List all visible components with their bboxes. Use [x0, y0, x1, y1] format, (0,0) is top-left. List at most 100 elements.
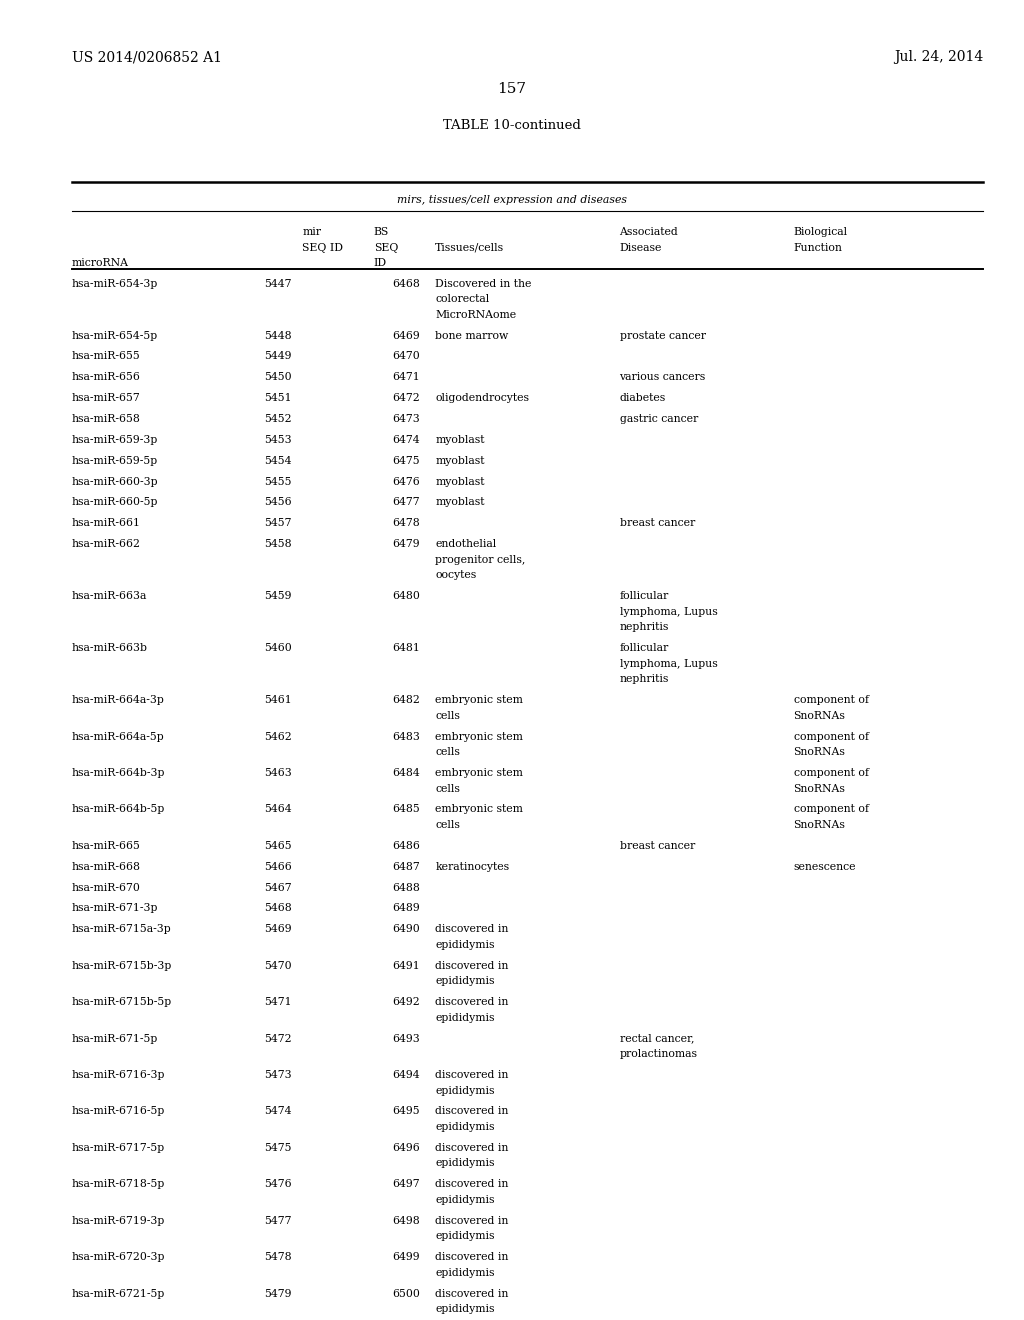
Text: 6479: 6479: [392, 539, 420, 549]
Text: 5452: 5452: [264, 414, 292, 424]
Text: hsa-miR-6716-3p: hsa-miR-6716-3p: [72, 1071, 165, 1080]
Text: discovered in: discovered in: [435, 961, 509, 970]
Text: hsa-miR-671-3p: hsa-miR-671-3p: [72, 903, 158, 913]
Text: 5463: 5463: [264, 768, 292, 777]
Text: discovered in: discovered in: [435, 1253, 509, 1262]
Text: 5467: 5467: [264, 883, 292, 892]
Text: 5451: 5451: [264, 393, 292, 403]
Text: 5448: 5448: [264, 330, 292, 341]
Text: hsa-miR-668: hsa-miR-668: [72, 862, 140, 871]
Text: oligodendrocytes: oligodendrocytes: [435, 393, 529, 403]
Text: hsa-miR-6717-5p: hsa-miR-6717-5p: [72, 1143, 165, 1152]
Text: discovered in: discovered in: [435, 1288, 509, 1299]
Text: hsa-miR-659-3p: hsa-miR-659-3p: [72, 434, 158, 445]
Text: 5458: 5458: [264, 539, 292, 549]
Text: Associated: Associated: [620, 227, 678, 238]
Text: hsa-miR-6716-5p: hsa-miR-6716-5p: [72, 1106, 165, 1117]
Text: 5475: 5475: [264, 1143, 292, 1152]
Text: 5470: 5470: [264, 961, 292, 970]
Text: breast cancer: breast cancer: [620, 519, 694, 528]
Text: senescence: senescence: [794, 862, 856, 871]
Text: 5476: 5476: [264, 1179, 292, 1189]
Text: cells: cells: [435, 820, 460, 830]
Text: nephritis: nephritis: [620, 675, 669, 684]
Text: microRNA: microRNA: [72, 259, 129, 268]
Text: embryonic stem: embryonic stem: [435, 768, 523, 777]
Text: 6488: 6488: [392, 883, 420, 892]
Text: 5460: 5460: [264, 643, 292, 653]
Text: 6497: 6497: [392, 1179, 420, 1189]
Text: 6477: 6477: [392, 498, 420, 507]
Text: epididymis: epididymis: [435, 1267, 495, 1278]
Text: hsa-miR-662: hsa-miR-662: [72, 539, 140, 549]
Text: prostate cancer: prostate cancer: [620, 330, 706, 341]
Text: epididymis: epididymis: [435, 1122, 495, 1133]
Text: 6493: 6493: [392, 1034, 420, 1044]
Text: discovered in: discovered in: [435, 924, 509, 935]
Text: diabetes: diabetes: [620, 393, 666, 403]
Text: 6469: 6469: [392, 330, 420, 341]
Text: component of: component of: [794, 768, 868, 777]
Text: 6468: 6468: [392, 279, 420, 289]
Text: 6472: 6472: [392, 393, 420, 403]
Text: 5455: 5455: [264, 477, 292, 487]
Text: progenitor cells,: progenitor cells,: [435, 554, 525, 565]
Text: embryonic stem: embryonic stem: [435, 696, 523, 705]
Text: myoblast: myoblast: [435, 477, 484, 487]
Text: 6484: 6484: [392, 768, 420, 777]
Text: ID: ID: [374, 259, 387, 268]
Text: hsa-miR-671-5p: hsa-miR-671-5p: [72, 1034, 158, 1044]
Text: follicular: follicular: [620, 591, 669, 601]
Text: prolactinomas: prolactinomas: [620, 1049, 697, 1059]
Text: 5447: 5447: [264, 279, 292, 289]
Text: 6473: 6473: [392, 414, 420, 424]
Text: gastric cancer: gastric cancer: [620, 414, 697, 424]
Text: 6487: 6487: [392, 862, 420, 871]
Text: 6482: 6482: [392, 696, 420, 705]
Text: 6489: 6489: [392, 903, 420, 913]
Text: 157: 157: [498, 82, 526, 96]
Text: 6491: 6491: [392, 961, 420, 970]
Text: 6494: 6494: [392, 1071, 420, 1080]
Text: 5456: 5456: [264, 498, 292, 507]
Text: 6470: 6470: [392, 351, 420, 362]
Text: epididymis: epididymis: [435, 1304, 495, 1315]
Text: 6496: 6496: [392, 1143, 420, 1152]
Text: rectal cancer,: rectal cancer,: [620, 1034, 694, 1044]
Text: 5464: 5464: [264, 804, 292, 814]
Text: hsa-miR-655: hsa-miR-655: [72, 351, 140, 362]
Text: 5479: 5479: [264, 1288, 292, 1299]
Text: epididymis: epididymis: [435, 1085, 495, 1096]
Text: myoblast: myoblast: [435, 498, 484, 507]
Text: hsa-miR-670: hsa-miR-670: [72, 883, 140, 892]
Text: hsa-miR-6718-5p: hsa-miR-6718-5p: [72, 1179, 165, 1189]
Text: endothelial: endothelial: [435, 539, 497, 549]
Text: 5457: 5457: [264, 519, 292, 528]
Text: 5473: 5473: [264, 1071, 292, 1080]
Text: 6483: 6483: [392, 731, 420, 742]
Text: myoblast: myoblast: [435, 455, 484, 466]
Text: 5449: 5449: [264, 351, 292, 362]
Text: hsa-miR-660-5p: hsa-miR-660-5p: [72, 498, 158, 507]
Text: hsa-miR-665: hsa-miR-665: [72, 841, 140, 851]
Text: Function: Function: [794, 243, 843, 252]
Text: 6498: 6498: [392, 1216, 420, 1226]
Text: 5469: 5469: [264, 924, 292, 935]
Text: 6485: 6485: [392, 804, 420, 814]
Text: lymphoma, Lupus: lymphoma, Lupus: [620, 659, 717, 669]
Text: colorectal: colorectal: [435, 294, 489, 304]
Text: hsa-miR-660-3p: hsa-miR-660-3p: [72, 477, 159, 487]
Text: hsa-miR-6720-3p: hsa-miR-6720-3p: [72, 1253, 165, 1262]
Text: BS: BS: [374, 227, 389, 238]
Text: 6471: 6471: [392, 372, 420, 383]
Text: 6476: 6476: [392, 477, 420, 487]
Text: SEQ: SEQ: [374, 243, 398, 252]
Text: Jul. 24, 2014: Jul. 24, 2014: [894, 50, 983, 65]
Text: TABLE 10-continued: TABLE 10-continued: [443, 119, 581, 132]
Text: discovered in: discovered in: [435, 1216, 509, 1226]
Text: epididymis: epididymis: [435, 1195, 495, 1205]
Text: SnoRNAs: SnoRNAs: [794, 820, 846, 830]
Text: 5454: 5454: [264, 455, 292, 466]
Text: 5478: 5478: [264, 1253, 292, 1262]
Text: embryonic stem: embryonic stem: [435, 804, 523, 814]
